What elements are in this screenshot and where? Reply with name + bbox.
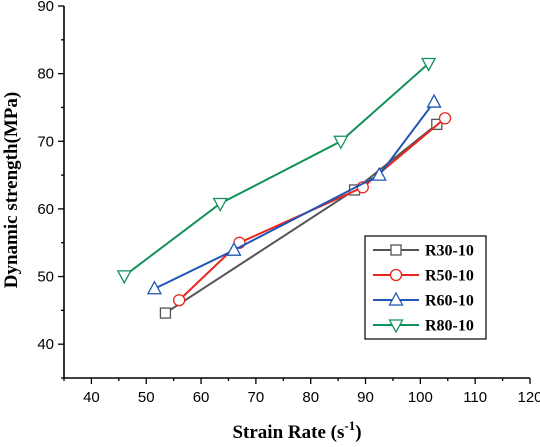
data-point xyxy=(159,307,172,319)
legend-label: R30-10 xyxy=(425,243,474,260)
axes xyxy=(63,6,530,379)
y-tick-label: 80 xyxy=(37,66,54,83)
x-axis-title-main: Strain Rate (s xyxy=(232,422,344,443)
y-tick-label: 50 xyxy=(37,269,54,286)
legend-label: R80-10 xyxy=(425,318,474,335)
legend-label: R50-10 xyxy=(425,268,474,285)
x-tick-label: 40 xyxy=(83,389,100,406)
data-point xyxy=(420,57,437,72)
series-layer xyxy=(116,57,452,319)
legend-marker xyxy=(389,268,403,282)
x-tick-label: 110 xyxy=(463,389,487,406)
y-axis-title: Dynamic strength(MPa) xyxy=(1,92,22,288)
data-point xyxy=(146,280,163,295)
data-point xyxy=(426,93,442,108)
x-tick-label: 60 xyxy=(193,389,210,406)
legend-item: R80-10 xyxy=(373,318,474,335)
y-tick-label: 40 xyxy=(37,336,54,353)
legend: R30-10 R50-10 R60-10 R80-10 xyxy=(364,235,487,340)
series-line xyxy=(154,101,435,290)
y-tick-label: 60 xyxy=(37,201,54,218)
legend-item: R30-10 xyxy=(373,243,474,260)
legend-label: R60-10 xyxy=(425,293,474,310)
data-point xyxy=(333,135,349,150)
x-axis-title: Strain Rate (s-1) xyxy=(232,418,361,443)
data-point xyxy=(116,270,132,285)
ticks: 40 50 60 70 80 90 100 110 120 40 50 60 70 80 90 xyxy=(37,0,540,406)
x-axis-title-superscript: -1 xyxy=(344,418,355,433)
legend-box xyxy=(364,235,487,340)
x-tick-label: 70 xyxy=(248,389,265,406)
y-tick-label: 70 xyxy=(37,133,54,150)
data-point xyxy=(438,112,452,125)
x-tick-label: 120 xyxy=(517,389,540,406)
legend-marker xyxy=(390,244,402,256)
data-point xyxy=(172,294,186,307)
legend-item: R50-10 xyxy=(373,268,474,285)
series-R80-10 xyxy=(116,57,437,285)
x-tick-label: 90 xyxy=(357,389,374,406)
x-axis-title-end: ) xyxy=(355,422,361,443)
data-point xyxy=(212,197,228,212)
x-tick-label: 50 xyxy=(138,389,155,406)
data-point xyxy=(371,166,387,181)
x-tick-label: 80 xyxy=(302,389,319,406)
y-tick-label: 90 xyxy=(37,0,54,15)
legend-marker xyxy=(388,319,404,334)
series-line xyxy=(123,62,430,277)
legend-item: R60-10 xyxy=(373,291,474,310)
legend-marker xyxy=(388,291,404,306)
data-point xyxy=(226,241,242,256)
series-R60-10 xyxy=(146,93,442,295)
x-tick-label: 100 xyxy=(408,389,433,406)
